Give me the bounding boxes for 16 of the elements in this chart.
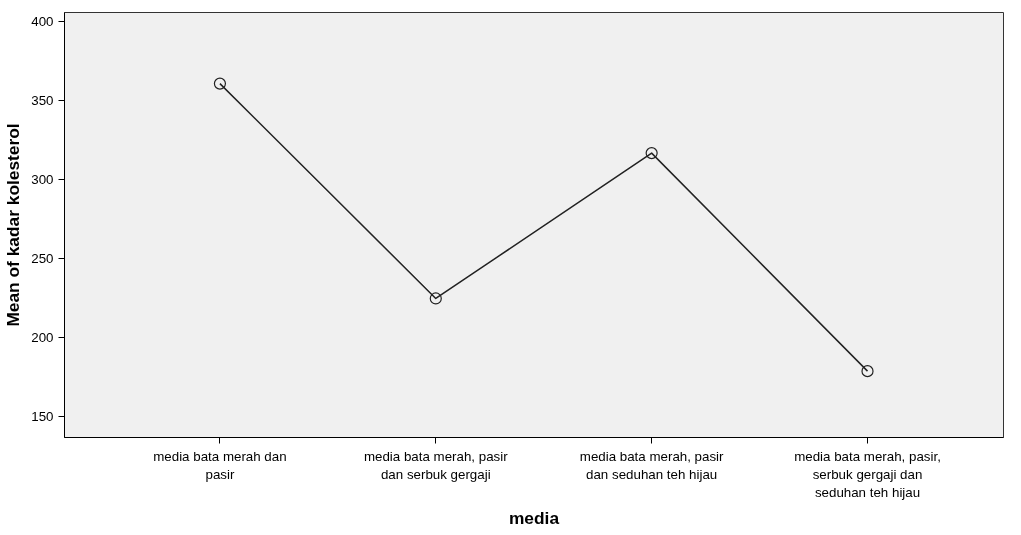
y-tick-label: 200 — [31, 330, 54, 346]
y-axis-title: Mean of kadar kolesterol — [3, 123, 24, 327]
point — [429, 292, 442, 305]
y-tick-label: 300 — [31, 172, 54, 188]
point — [861, 365, 874, 378]
y-tick-label: 250 — [31, 251, 54, 267]
point — [213, 77, 227, 90]
y-tick-label: 150 — [31, 409, 54, 425]
x-tick-label: media bata merah dan pasir — [153, 448, 287, 482]
y-tick-label: 350 — [31, 93, 54, 109]
x-axis-title: media — [508, 507, 560, 528]
x-tick-label: media bata merah, pasir dan seduhan teh hijau — [579, 448, 725, 482]
y-tick-label: 400 — [31, 14, 54, 30]
x-tick-label: media bata merah, pasir dan serbuk gergaji — [363, 448, 509, 482]
x-tick-label: media bata merah, pasir, serbuk gergaji dan seduhan teh hijau — [794, 448, 941, 500]
point — [645, 147, 658, 160]
